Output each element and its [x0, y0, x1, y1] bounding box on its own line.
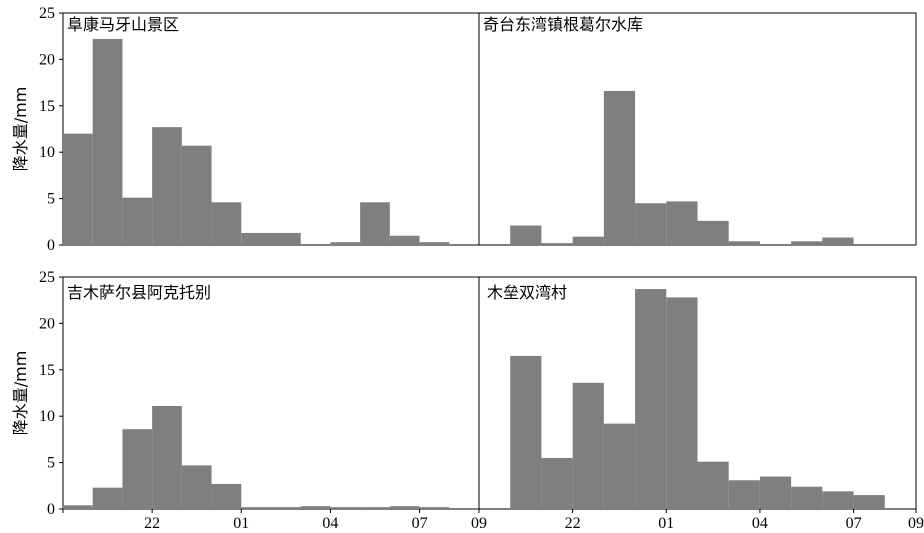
bar — [330, 507, 361, 509]
bar — [122, 429, 153, 509]
bar — [389, 506, 420, 509]
y-tick-label: 5 — [47, 455, 55, 472]
panel-title: 奇台东湾镇根葛尔水库 — [483, 15, 643, 34]
panel-title: 吉木萨尔县阿克托别 — [67, 283, 211, 302]
y-tick-label: 25 — [39, 5, 55, 22]
y-axis-ticks: 0 5 10 15 20 25 — [39, 269, 63, 518]
bar — [330, 242, 361, 245]
bar — [63, 505, 93, 509]
x-tick-label: 22 — [565, 515, 581, 532]
x-tick-label: 04 — [322, 515, 338, 532]
x-tick-label: 22 — [144, 515, 160, 532]
x-tick-label: 01 — [658, 515, 674, 532]
panel-bars — [510, 90, 854, 245]
bar — [572, 236, 604, 245]
y-tick-label: 20 — [39, 51, 55, 68]
y-tick-label: 5 — [47, 191, 55, 208]
y-axis-label: 降水量/mm — [11, 351, 30, 436]
panel-title: 木垒双湾村 — [487, 283, 567, 302]
x-tick-label: 07 — [846, 515, 862, 532]
y-axis-label: 降水量/mm — [11, 87, 30, 172]
x-tick-label: 09 — [908, 515, 924, 532]
bar — [181, 465, 212, 509]
x-axis-ticks: 22 01 04 07 09 — [62, 509, 487, 532]
y-tick-label: 20 — [39, 315, 55, 332]
bar — [791, 241, 823, 245]
y-axis-ticks: 0 5 10 15 20 25 — [39, 5, 63, 254]
bar — [697, 461, 729, 509]
bar — [759, 476, 792, 509]
bar — [92, 38, 123, 246]
panel-bars — [63, 38, 450, 246]
bar — [728, 241, 760, 245]
bar — [271, 232, 301, 245]
bar — [300, 506, 331, 509]
bar — [697, 220, 729, 245]
panel-jimusar: 0 5 10 15 20 25 22 01 04 07 09 吉木萨尔县阿克托别 降水量/mm — [11, 269, 487, 532]
bar — [541, 457, 573, 509]
panel-qitai: 奇台东湾镇根葛尔水库 — [478, 12, 917, 246]
x-tick-label: 04 — [752, 515, 768, 532]
bar — [419, 507, 450, 509]
x-tick-label: 07 — [412, 515, 428, 532]
bar — [360, 507, 390, 509]
bar — [360, 202, 390, 245]
x-tick-label: 09 — [471, 515, 487, 532]
bar — [122, 197, 153, 245]
bar — [63, 133, 93, 245]
panel-title: 阜康马牙山景区 — [67, 15, 179, 34]
y-tick-label: 10 — [39, 408, 55, 425]
panel-mulei: 22 01 04 07 09 木垒双湾村 — [478, 276, 924, 532]
bar — [635, 289, 667, 509]
bar — [728, 480, 760, 509]
bar — [666, 201, 698, 245]
y-tick-label: 0 — [47, 237, 55, 254]
bar — [211, 202, 242, 245]
bar — [635, 203, 667, 245]
bar — [822, 237, 854, 245]
panel-fukang: 0 5 10 15 20 25 阜康马牙山景区 降水量/mm — [11, 5, 480, 254]
bar — [791, 486, 823, 509]
y-tick-label: 0 — [47, 501, 55, 518]
bar — [541, 243, 573, 245]
x-axis-ticks: 22 01 04 07 09 — [478, 509, 924, 532]
y-tick-label: 15 — [39, 98, 55, 115]
bar — [666, 297, 698, 509]
bar — [419, 242, 450, 245]
bar — [510, 225, 542, 245]
bar — [152, 405, 182, 509]
panel-bars — [63, 405, 450, 509]
bar — [853, 495, 885, 509]
bar — [389, 235, 420, 245]
bar — [822, 491, 854, 509]
bar — [211, 483, 242, 509]
bar — [271, 507, 301, 509]
y-tick-label: 10 — [39, 144, 55, 161]
bar — [152, 127, 182, 245]
bar — [603, 90, 636, 245]
bar — [241, 232, 271, 245]
bar — [603, 423, 636, 509]
y-tick-label: 25 — [39, 269, 55, 286]
bar — [92, 487, 123, 509]
panel-bars — [510, 289, 885, 509]
bar — [241, 507, 271, 509]
x-tick-label: 01 — [233, 515, 249, 532]
bar — [510, 355, 542, 509]
y-tick-label: 15 — [39, 362, 55, 379]
bar — [572, 382, 604, 509]
bar — [181, 145, 212, 245]
